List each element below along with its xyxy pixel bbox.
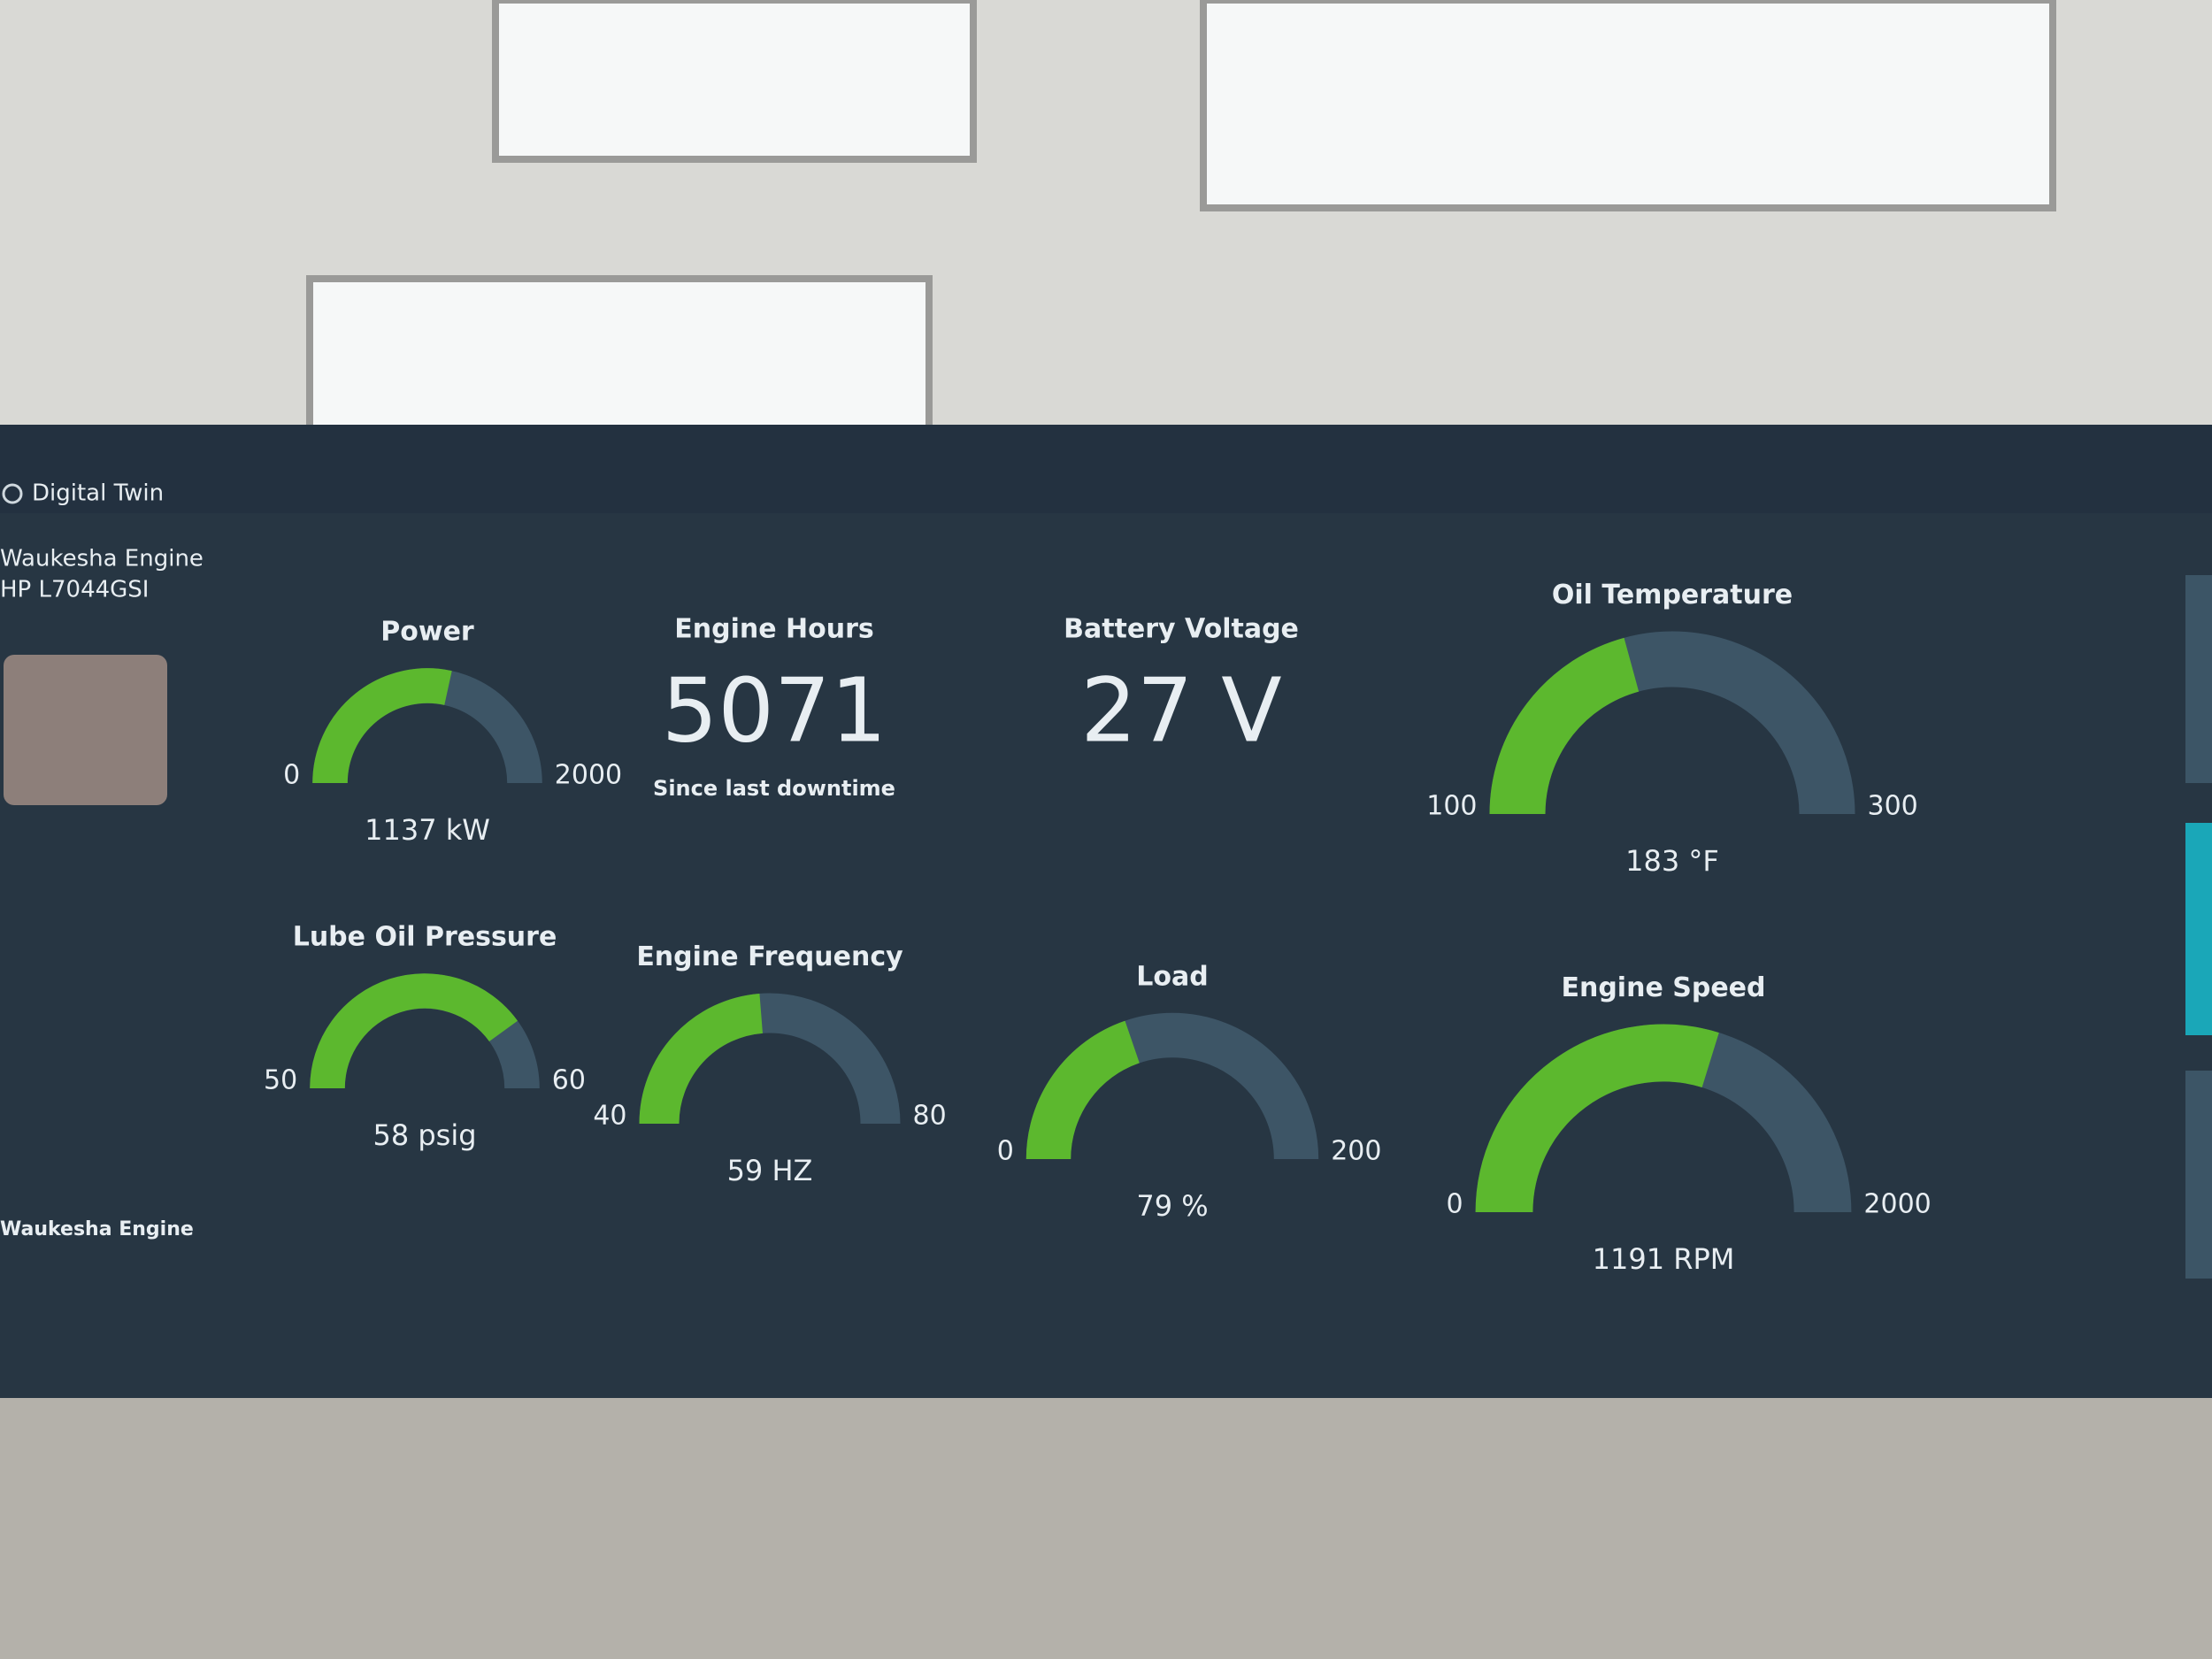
gauge-title: Power — [380, 617, 474, 648]
gauge-value-label: 183 °F — [1625, 844, 1719, 878]
gauge-max: 80 — [913, 1101, 947, 1132]
stat-title: Battery Voltage — [1064, 614, 1299, 645]
gauge-value-arc — [1489, 637, 1640, 815]
stat-title: Engine Hours — [674, 614, 873, 645]
content: Engine Hours 5071 Since last downtime Batte… — [264, 580, 1932, 1276]
gauge-value-label: 79 % — [1136, 1189, 1208, 1223]
gauge-value-arc — [1475, 1024, 1719, 1213]
gauge-min: 0 — [1447, 1189, 1463, 1220]
window — [492, 0, 977, 163]
gauge-min: 50 — [264, 1065, 297, 1096]
gauge-title: Engine Frequency — [636, 941, 903, 972]
asset-name: Waukesha Engine — [0, 546, 204, 572]
logo — [2, 483, 23, 504]
window — [1200, 0, 2056, 211]
gauge-value-label: 59 HZ — [727, 1154, 813, 1187]
app-title: Digital Twin — [32, 480, 164, 507]
asset-model: HP L7044GSI — [0, 577, 149, 603]
gauge-title: Lube Oil Pressure — [293, 922, 557, 953]
gauge-title: Engine Speed — [1561, 972, 1765, 1003]
gauge-value-label: 1137 kW — [365, 813, 490, 847]
gauge-min: 0 — [283, 760, 300, 791]
gauge-max: 2000 — [555, 760, 622, 791]
stat-value: 5071 — [662, 658, 887, 762]
gauge-value-arc — [312, 668, 452, 784]
engine-image — [4, 655, 167, 805]
stat-caption: Since last downtime — [653, 776, 895, 801]
gauge-max: 2000 — [1863, 1189, 1931, 1220]
gauge-min: 0 — [997, 1136, 1014, 1167]
dashboard-panel — [0, 425, 2212, 1398]
gauge-max: 60 — [552, 1065, 586, 1096]
window — [306, 275, 933, 442]
footer-label: Waukesha Engine — [0, 1218, 194, 1240]
gauge-value-label: 1191 RPM — [1593, 1242, 1735, 1276]
gauge-title: Load — [1136, 961, 1208, 992]
gauge-title: Oil Temperature — [1552, 580, 1793, 611]
gauge-min: 100 — [1426, 791, 1477, 822]
gauge-min: 40 — [593, 1101, 626, 1132]
top-bar — [0, 425, 2212, 513]
side-tab — [2185, 1071, 2212, 1279]
gauge-max: 300 — [1868, 791, 1918, 822]
side-tab[interactable] — [2185, 823, 2212, 1035]
gauge-max: 200 — [1331, 1136, 1381, 1167]
side-tab — [2185, 575, 2212, 783]
floor — [0, 1380, 2212, 1659]
gauge-value-label: 58 psig — [373, 1118, 476, 1152]
gauge-value-arc — [310, 973, 518, 1089]
gauge-value-arc — [639, 993, 764, 1125]
stat-value: 27 V — [1080, 658, 1281, 762]
gauge-value-arc — [1025, 1020, 1141, 1160]
